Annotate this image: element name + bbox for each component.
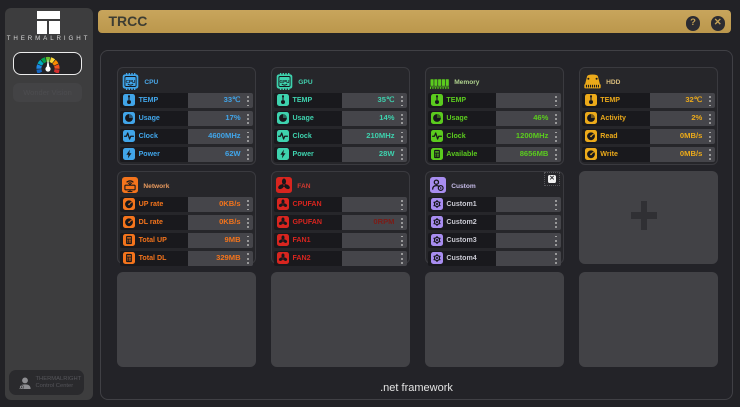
svg-text:GPU: GPU: [280, 78, 291, 83]
svg-text:CPU: CPU: [126, 78, 136, 83]
